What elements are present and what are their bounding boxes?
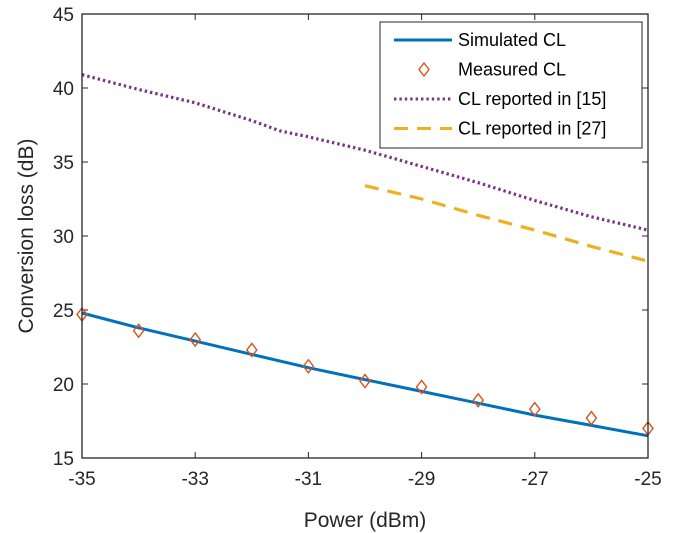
measured-point <box>585 410 598 426</box>
x-tick-label: -29 <box>408 469 435 490</box>
x-tick-label: -33 <box>181 469 208 490</box>
y-tick-label: 35 <box>53 153 74 174</box>
y-tick-label: 30 <box>53 227 74 248</box>
series-1 <box>81 311 649 438</box>
y-tick-labels: 15 20 25 30 35 40 45 <box>53 5 74 470</box>
series-2 <box>76 306 654 437</box>
legend-swatch <box>418 61 430 78</box>
measured-point <box>132 323 145 339</box>
legend-label: Simulated CL <box>458 30 566 50</box>
legend-label: Measured CL <box>458 60 566 80</box>
x-tick-label: -25 <box>634 469 661 490</box>
series-line <box>364 184 649 263</box>
y-tick-label: 15 <box>53 449 74 470</box>
series-4 <box>364 184 649 263</box>
legend: Simulated CL Measured CL CL reported in [1… <box>379 21 643 149</box>
legend-item: Measured CL <box>418 60 566 80</box>
y-axis-label: Conversion loss (dB) <box>15 139 38 334</box>
measured-point <box>472 392 485 408</box>
measured-point <box>528 401 541 417</box>
measured-point <box>415 379 428 395</box>
legend-label: CL reported in [15] <box>458 89 606 109</box>
x-tick-label: -35 <box>68 469 95 490</box>
legend-item: Simulated CL <box>394 30 566 50</box>
x-tick-label: -27 <box>521 469 548 490</box>
x-tick-label: -31 <box>295 469 322 490</box>
measured-point <box>302 358 315 374</box>
y-tick-label: 45 <box>53 5 74 26</box>
legend-label: CL reported in [27] <box>458 119 606 139</box>
x-tick-labels: -35 -33 -31 -29 -27 -25 <box>68 469 661 490</box>
measured-point <box>245 342 258 358</box>
legend-item: CL reported in [15] <box>394 89 606 109</box>
series-layer <box>76 73 654 438</box>
y-tick-label: 40 <box>53 79 74 100</box>
plot-area-frame <box>81 13 649 459</box>
measured-point <box>189 331 202 348</box>
x-axis-label: Power (dBm) <box>304 509 427 532</box>
y-tick-label: 25 <box>53 301 74 322</box>
y-tick-label: 20 <box>53 375 74 396</box>
measured-point <box>359 373 371 389</box>
series-line <box>81 311 649 438</box>
legend-item: CL reported in [27] <box>394 119 606 139</box>
